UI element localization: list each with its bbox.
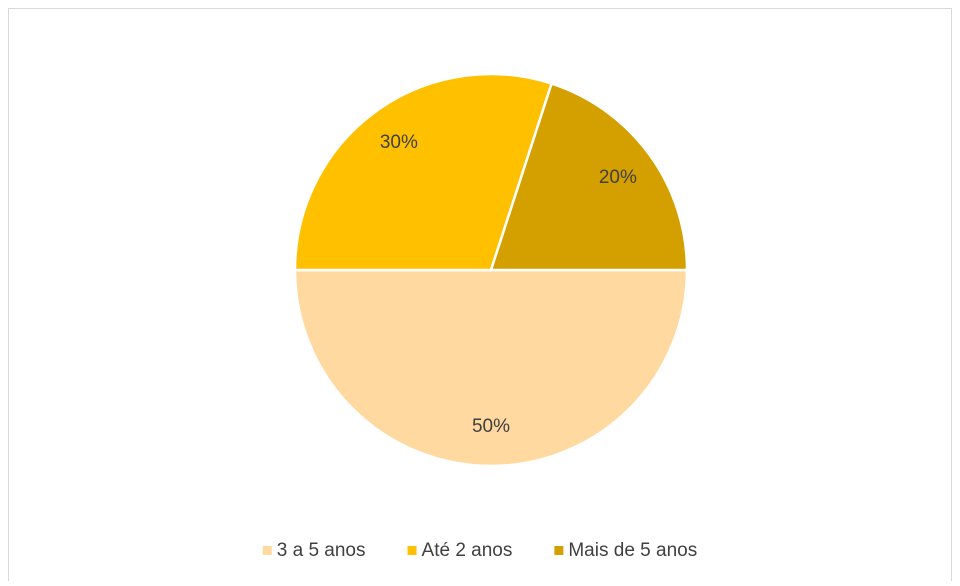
legend-marker [554,546,564,555]
legend-label: Até 2 anos [422,540,513,561]
legend-label: 3 a 5 anos [277,540,366,561]
data-label: 50% [472,416,510,437]
pie-slice [293,72,554,272]
legend-marker [407,546,417,555]
legend-label: Mais de 5 anos [568,540,697,561]
data-label: 20% [599,167,637,188]
legend-marker [262,546,272,555]
pie-slice [293,268,689,468]
data-label: 30% [380,132,418,153]
pie-slice [489,82,689,272]
